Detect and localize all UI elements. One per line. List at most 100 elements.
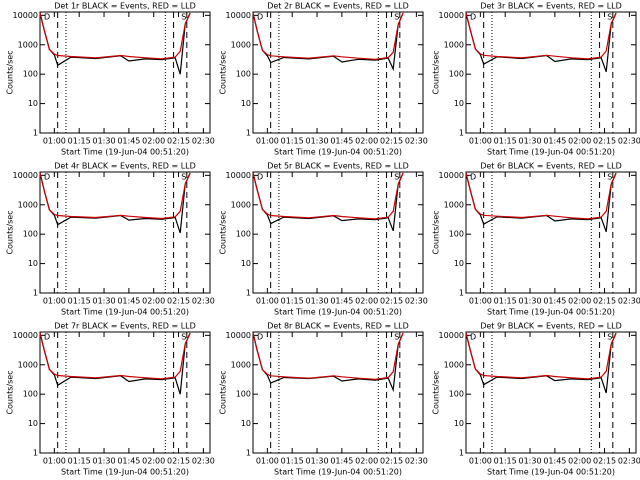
x-tick-label: 01:15 — [494, 457, 517, 466]
annotation: S — [394, 13, 399, 22]
x-tick-label: 02:15 — [380, 297, 403, 306]
y-tick-label: 10000 — [439, 171, 464, 180]
x-tick-label: 01:30 — [92, 457, 115, 466]
y-tick-label: 1 — [33, 289, 38, 298]
plot-frame — [465, 11, 637, 134]
series-line — [252, 332, 404, 393]
x-tick-label: 02:30 — [618, 457, 640, 466]
x-tick-label: 01:15 — [68, 457, 91, 466]
x-tick-label: 01:00 — [43, 137, 66, 146]
series-line — [465, 332, 617, 380]
y-tick-label: 100 — [449, 70, 464, 79]
x-tick-label: 01:45 — [543, 297, 566, 306]
annotation: S — [607, 333, 612, 342]
plot-frame — [465, 171, 637, 294]
x-tick-label: 02:15 — [380, 457, 403, 466]
x-tick-label: 01:30 — [518, 457, 541, 466]
y-tick-label: 1000 — [18, 40, 38, 49]
panel: Det 9r BLACK = Events, RED = LLD Start Ti… — [432, 322, 640, 477]
annotation: D — [470, 173, 476, 182]
x-axis-label: Start Time (19-Jun-04 00:51:20) — [61, 148, 189, 157]
x-tick-label: 01:30 — [305, 297, 328, 306]
y-tick-label: 1 — [459, 129, 464, 138]
chart-title: Det 9r BLACK = Events, RED = LLD — [480, 322, 622, 331]
y-tick-label: 1 — [459, 289, 464, 298]
x-tick-label: 01:30 — [518, 137, 541, 146]
x-axis-label: Start Time (19-Jun-04 00:51:20) — [274, 468, 402, 477]
y-tick-label: 10000 — [226, 11, 251, 20]
x-tick-label: 02:00 — [142, 137, 165, 146]
x-tick-label: 02:00 — [355, 457, 378, 466]
annotation: S — [181, 173, 186, 182]
x-tick-label: 02:30 — [618, 297, 640, 306]
y-axis-label: Counts/sec — [432, 370, 441, 414]
x-tick-label: 02:30 — [618, 137, 640, 146]
x-tick-label: 01:15 — [68, 297, 91, 306]
chart-title: Det 5r BLACK = Events, RED = LLD — [267, 162, 409, 171]
x-tick-label: 02:15 — [167, 457, 190, 466]
x-tick-label: 02:00 — [355, 137, 378, 146]
annotation: S — [394, 333, 399, 342]
x-tick-label: 02:15 — [167, 297, 190, 306]
x-tick-label: 01:30 — [305, 137, 328, 146]
series-line — [465, 12, 617, 73]
series-line — [39, 12, 191, 75]
x-tick-label: 01:45 — [543, 137, 566, 146]
y-tick-label: 100 — [449, 230, 464, 239]
x-tick-label: 02:30 — [405, 457, 428, 466]
y-tick-label: 100 — [23, 230, 38, 239]
plot-frame — [39, 331, 211, 454]
x-tick-label: 01:30 — [518, 297, 541, 306]
x-tick-label: 01:30 — [92, 297, 115, 306]
x-tick-label: 01:45 — [330, 457, 353, 466]
y-tick-label: 100 — [236, 390, 251, 399]
series-line — [465, 172, 617, 220]
y-tick-label: 10 — [454, 419, 464, 428]
panel: Det 6r BLACK = Events, RED = LLD Start Ti… — [432, 162, 640, 317]
x-tick-label: 02:00 — [568, 297, 591, 306]
x-tick-label: 01:15 — [494, 137, 517, 146]
annotation: D — [257, 13, 263, 22]
y-tick-label: 1 — [246, 289, 251, 298]
y-tick-label: 100 — [236, 230, 251, 239]
x-tick-label: 02:30 — [192, 457, 215, 466]
y-tick-label: 1 — [459, 449, 464, 458]
annotation: D — [257, 333, 263, 342]
y-tick-label: 1000 — [231, 200, 251, 209]
panel: Det 2r BLACK = Events, RED = LLD Start Ti… — [219, 2, 428, 157]
x-tick-label: 02:15 — [593, 137, 616, 146]
y-tick-label: 10000 — [439, 11, 464, 20]
y-tick-label: 100 — [23, 390, 38, 399]
x-tick-label: 01:30 — [92, 137, 115, 146]
y-tick-label: 10 — [454, 259, 464, 268]
chart-title: Det 3r BLACK = Events, RED = LLD — [480, 2, 622, 11]
panel: Det 3r BLACK = Events, RED = LLD Start Ti… — [432, 2, 640, 157]
y-axis-label: Counts/sec — [219, 370, 228, 414]
annotation: D — [470, 333, 476, 342]
y-tick-label: 10 — [241, 419, 251, 428]
series-line — [39, 332, 191, 380]
y-tick-label: 1 — [246, 449, 251, 458]
panel: Det 1r BLACK = Events, RED = LLD Start Ti… — [6, 2, 215, 157]
x-tick-label: 01:45 — [543, 457, 566, 466]
annotation: S — [181, 333, 186, 342]
y-tick-label: 1 — [33, 449, 38, 458]
annotation: D — [257, 173, 263, 182]
annotation: S — [394, 173, 399, 182]
x-tick-label: 01:45 — [117, 457, 140, 466]
x-tick-label: 01:00 — [43, 297, 66, 306]
x-tick-label: 02:00 — [355, 297, 378, 306]
x-tick-label: 01:00 — [256, 297, 279, 306]
x-tick-label: 02:15 — [380, 137, 403, 146]
x-tick-label: 02:00 — [568, 137, 591, 146]
chart-title: Det 4r BLACK = Events, RED = LLD — [54, 162, 196, 171]
y-tick-label: 1 — [246, 129, 251, 138]
y-tick-label: 10000 — [226, 331, 251, 340]
y-tick-label: 1000 — [18, 360, 38, 369]
series-line — [465, 172, 617, 233]
x-tick-label: 01:00 — [43, 457, 66, 466]
annotation: D — [44, 13, 50, 22]
x-tick-label: 01:30 — [305, 457, 328, 466]
chart-title: Det 8r BLACK = Events, RED = LLD — [267, 322, 409, 331]
